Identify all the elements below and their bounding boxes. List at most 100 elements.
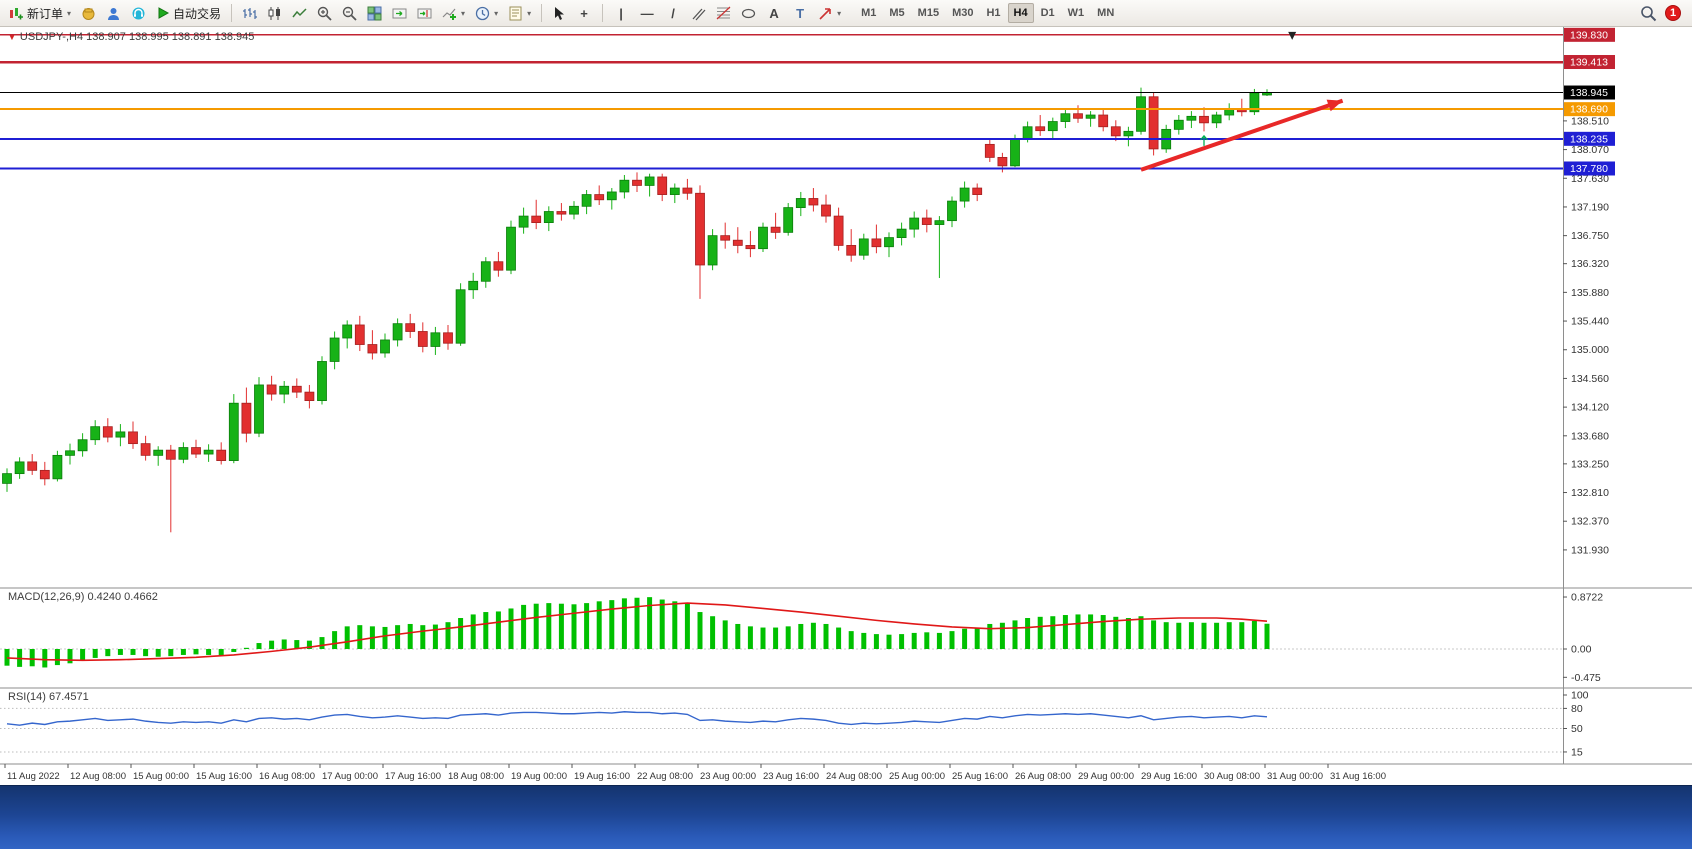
timeframe-m5-button[interactable]: M5 [889, 7, 905, 19]
candle-body [65, 450, 75, 456]
panel-separators[interactable] [0, 27, 1692, 765]
chart-shift-button[interactable] [413, 2, 436, 24]
indicators-button[interactable]: ▾ [438, 2, 469, 24]
fibonacci-tool-button[interactable] [712, 2, 735, 24]
zoom-in-button[interactable] [313, 2, 336, 24]
toolbar-separator [602, 4, 604, 22]
text-tool-button[interactable]: A [762, 2, 786, 24]
toolbar-separator [231, 4, 233, 22]
candlestick-type-button[interactable] [263, 2, 286, 24]
price-line-label [1564, 55, 1615, 70]
toolbar-separator [541, 4, 543, 22]
tile-windows-icon [367, 6, 382, 20]
svg-text:19 Aug 16:00: 19 Aug 16:00 [574, 771, 630, 782]
candle-body [493, 261, 504, 271]
macd-bar [231, 649, 237, 652]
label-tool-button[interactable]: T [788, 2, 812, 24]
svg-text:138.510: 138.510 [1571, 115, 1609, 127]
candle-body [758, 226, 768, 250]
candle-body [569, 205, 579, 215]
profile-button[interactable] [102, 2, 125, 24]
shapes-tool-button[interactable] [737, 2, 760, 24]
macd-bar [319, 637, 325, 649]
candle-body [27, 461, 38, 471]
candle-body [279, 385, 290, 395]
gold-coin-icon [82, 7, 95, 20]
candle-body [1073, 113, 1083, 119]
cursor-button[interactable] [548, 2, 570, 24]
timeframe-m1-button[interactable]: M1 [861, 7, 877, 19]
macd-bar [407, 623, 413, 649]
horizontal-line-tool-button[interactable]: — [635, 2, 659, 24]
macd-bar [659, 599, 665, 649]
symbol-header-text: USDJPY-,H4 138.907 138.995 138.891 138.9… [19, 31, 255, 43]
template-icon [509, 6, 522, 20]
candle-body [140, 443, 151, 456]
trendline-icon: / [671, 5, 675, 21]
macd-bar [1062, 615, 1068, 649]
candle-body [165, 449, 176, 460]
vertical-line-tool-button[interactable]: | [609, 2, 633, 24]
new-order-button[interactable]: 新订单 ▾ [5, 2, 75, 24]
svg-text:80: 80 [1571, 703, 1583, 715]
autotrade-button[interactable]: 自动交易 [152, 2, 225, 24]
timeframe-h4-button[interactable]: H4 [1007, 3, 1034, 23]
timeframe-w1-button[interactable]: W1 [1067, 7, 1085, 19]
templates-button[interactable]: ▾ [504, 2, 535, 24]
search-icon[interactable] [1640, 5, 1657, 22]
price-scale[interactable]: 138.510 138.070 137.630 137.190 136.750 136.3… [1563, 27, 1615, 557]
line-chart-icon [292, 7, 307, 17]
macd-scale[interactable]: 0.8722 0.00 -0.475 [1563, 592, 1603, 684]
svg-text:25 Aug 16:00: 25 Aug 16:00 [952, 771, 1008, 782]
horizontal-lines[interactable] [0, 34, 1563, 170]
candle-body [216, 449, 227, 461]
chart-canvas[interactable]: 138.510 138.070 137.630 137.190 136.750 136.3… [0, 27, 1692, 785]
chart-window[interactable]: 138.510 138.070 137.630 137.190 136.750 136.3… [0, 27, 1692, 785]
notification-badge[interactable]: 1 [1665, 5, 1681, 21]
candle-body [304, 391, 315, 401]
candle-body [695, 192, 705, 266]
macd-bar [722, 620, 728, 649]
arrows-tool-button[interactable]: ▾ [814, 2, 845, 24]
candle-body [417, 331, 428, 347]
svg-text:138.070: 138.070 [1571, 144, 1609, 156]
macd-bar [1138, 616, 1144, 649]
macd-bar [1226, 622, 1232, 649]
clock-icon [475, 6, 490, 20]
candle-body [1022, 126, 1033, 139]
svg-text:134.560: 134.560 [1571, 373, 1609, 385]
timeframe-h1-button[interactable]: H1 [986, 7, 1001, 19]
time-axis[interactable]: 11 Aug 2022 12 Aug 08:00 15 Aug 00:00 15 Au… [4, 764, 1386, 782]
tile-windows-button[interactable] [363, 2, 386, 24]
zoom-out-button[interactable] [338, 2, 361, 24]
trendline-tool-button[interactable]: / [661, 2, 685, 24]
timeframe-d1-button[interactable]: D1 [1040, 7, 1055, 19]
bar-chart-type-button[interactable] [238, 2, 261, 24]
svg-text:100: 100 [1571, 690, 1589, 702]
auto-scroll-button[interactable] [388, 2, 411, 24]
svg-text:25 Aug 00:00: 25 Aug 00:00 [889, 771, 945, 782]
candle-body [90, 426, 101, 441]
candle-body [644, 176, 655, 186]
candle-body [959, 187, 970, 202]
macd-bar [29, 649, 35, 667]
candle-body [443, 332, 453, 344]
trend-arrow[interactable] [1140, 98, 1344, 172]
svg-text:135.000: 135.000 [1571, 344, 1609, 356]
timeframe-mn-button[interactable]: MN [1097, 7, 1115, 19]
support-button[interactable] [127, 2, 150, 24]
toolbar-right-group: 1 [1640, 5, 1687, 22]
timeframe-toolbar: M1 M5 M15 M30 H1 H4 D1 W1 MN [855, 3, 1120, 23]
timeframe-m30-button[interactable]: M30 [952, 7, 974, 19]
timeframe-m15-button[interactable]: M15 [917, 7, 940, 19]
deposit-button[interactable] [77, 2, 100, 24]
candle-body [707, 235, 718, 266]
crosshair-button[interactable]: + [572, 2, 596, 24]
macd-bar [621, 598, 627, 649]
channel-tool-button[interactable] [687, 2, 710, 24]
candle-body [745, 245, 756, 250]
one-click-trading-icon[interactable]: ▼ [8, 32, 16, 42]
periods-button[interactable]: ▾ [471, 2, 502, 24]
line-chart-type-button[interactable] [288, 2, 311, 24]
